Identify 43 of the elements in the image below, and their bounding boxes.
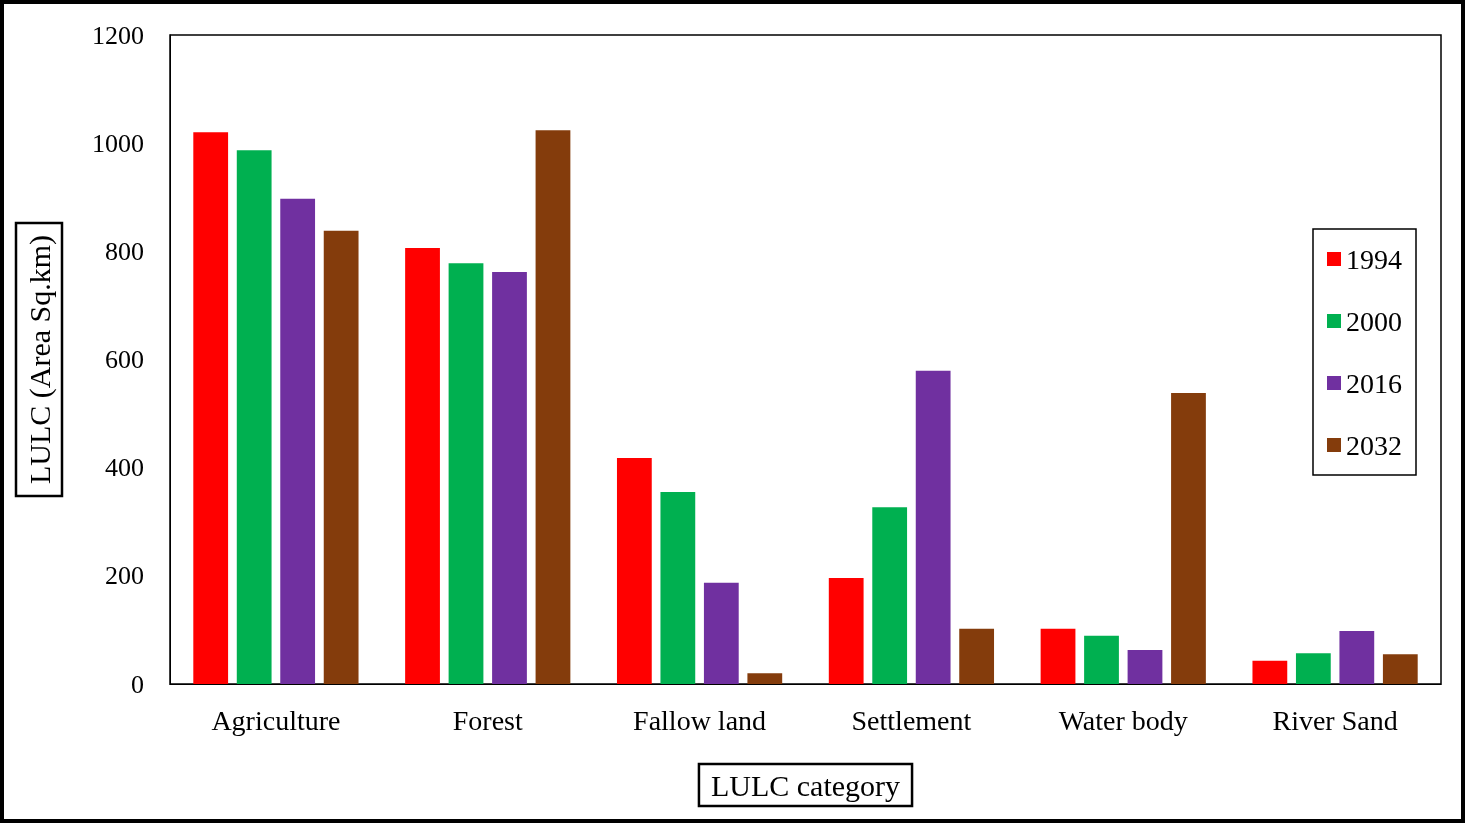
bar [616, 457, 652, 684]
bar [915, 370, 951, 684]
bar [1040, 628, 1076, 684]
bar [448, 263, 484, 684]
bar [535, 130, 571, 684]
legend-label: 2016 [1346, 367, 1402, 399]
legend-label: 2000 [1346, 305, 1402, 337]
x-axis-title: LULC category [710, 768, 901, 802]
bar [405, 248, 440, 684]
x-tick-label: Agriculture [211, 704, 341, 736]
bar [492, 271, 527, 684]
bar [236, 150, 272, 684]
legend-label: 2032 [1346, 429, 1402, 461]
bar [1382, 654, 1418, 684]
bar [959, 628, 995, 684]
y-tick-label: 200 [105, 561, 144, 591]
bar [1084, 635, 1119, 684]
legend-label: 1994 [1346, 243, 1402, 275]
y-tick-label: 400 [105, 453, 144, 483]
bar [703, 582, 739, 684]
bar [193, 132, 229, 684]
y-tick-label: 0 [131, 669, 144, 699]
x-tick-label: Water body [1058, 704, 1188, 736]
x-tick-label: Settlement [851, 704, 972, 736]
bar [747, 673, 783, 684]
y-tick-label: 1000 [92, 128, 144, 158]
bar [1295, 653, 1331, 684]
x-tick-label: Fallow land [633, 704, 767, 736]
y-tick-label: 1200 [92, 20, 144, 50]
y-tick-label: 600 [105, 345, 144, 374]
bar [1252, 660, 1288, 684]
y-tick-label: 800 [105, 236, 144, 266]
x-tick-label: River Sand [1272, 704, 1398, 736]
bar [660, 492, 696, 684]
bar [280, 198, 316, 684]
bar [872, 507, 908, 684]
bar [828, 578, 864, 684]
x-tick-label: Forest [452, 704, 523, 736]
y-axis-title: LULC (Area Sq.km) [22, 234, 57, 485]
bar [323, 230, 359, 684]
bar [1339, 631, 1375, 684]
bar [1127, 649, 1163, 684]
bar [1171, 393, 1206, 684]
